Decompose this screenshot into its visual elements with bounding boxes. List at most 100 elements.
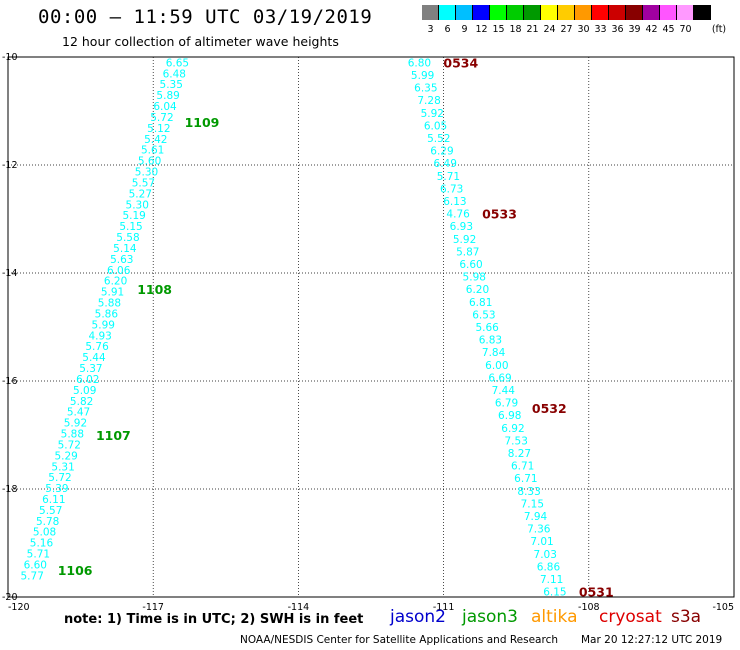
wave-height-label: 6.29 [430,146,453,158]
satellite-label-cryosat: cryosat [599,607,662,627]
wave-height-label: 5.57 [39,505,62,517]
legend-swatch [439,5,456,20]
wave-height-label: 6.02 [76,374,99,386]
wave-height-label: 5.14 [113,243,137,255]
y-tick-label: -18 [2,484,18,495]
legend-label: 42 [645,24,658,35]
wave-height-label: 5.16 [30,538,54,550]
wave-height-label: 6.79 [495,398,518,410]
wave-height-label: 7.03 [534,549,557,561]
wave-height-label: 7.36 [527,524,551,536]
wave-height-label: 5.92 [421,108,444,120]
wave-height-label: 6.93 [450,221,473,233]
wave-height-label: 6.48 [163,68,186,80]
wave-height-label: 5.86 [95,308,119,320]
y-tick-label: -12 [2,160,18,171]
legend-label: 9 [461,24,468,35]
wave-height-label: 6.98 [498,410,521,422]
page-subtitle: 12 hour collection of altimeter wave hei… [62,34,339,49]
wave-height-label: 6.06 [107,265,131,277]
wave-height-label: 5.35 [160,79,183,91]
legend-unit: (ft) [711,24,727,35]
wave-height-label: 6.35 [414,83,437,95]
y-tick-label: -10 [2,52,18,63]
footer-organization: NOAA/NESDIS Center for Satellite Applica… [240,634,558,646]
wave-height-label: 5.92 [64,418,87,430]
wave-height-label: 6.80 [408,57,431,69]
wave-height-label: 5.19 [122,210,145,222]
wave-height-label: 5.60 [138,156,161,168]
wave-height-label: 5.12 [147,123,170,135]
wave-height-label: 6.60 [24,559,47,571]
wave-height-label: 5.66 [475,322,499,334]
pass-time-label: 0532 [532,401,567,416]
wave-height-label: 5.30 [135,167,158,179]
footer-timestamp: Mar 20 12:27:12 UTC 2019 [581,634,723,646]
legend-label: 3 [427,24,434,35]
wave-height-label: 5.82 [70,396,93,408]
x-tick-label: -108 [578,602,600,613]
legend-swatch [643,5,660,20]
wave-height-label: 6.04 [153,101,177,113]
wave-height-label: 5.42 [144,134,167,146]
wave-height-label: 5.98 [463,272,486,284]
legend-swatch [609,5,626,20]
legend-label: 12 [475,24,488,35]
wave-height-label: 5.91 [101,287,124,299]
axis-tick-labels: -120 -117 -114 -111 -108 -105 -10 -12 -14 -16 -18 -… [2,52,734,613]
wave-height-label: 5.89 [156,90,179,102]
legend-label: 36 [611,24,624,35]
wave-height-label: 7.01 [530,536,553,548]
wave-height-label: 5.63 [110,254,133,266]
legend-label: 30 [577,24,590,35]
pass-time-label: 0531 [579,585,614,600]
wave-height-label: 5.52 [427,133,450,145]
wave-height-label: 7.15 [521,498,544,510]
wave-height-label: 4.76 [446,209,470,221]
wave-height-label: 6.69 [488,372,511,384]
x-tick-label: -105 [712,602,734,613]
wave-height-label: 5.47 [67,407,90,419]
pass-time-label: 1109 [185,115,220,130]
pass-time-label: 1107 [96,428,131,443]
legend-swatch [541,5,558,20]
legend-label: 24 [543,24,556,35]
wave-height-label: 5.37 [79,363,102,375]
wave-height-label: 5.99 [411,70,434,82]
wave-height-label: 5.87 [456,246,479,258]
wave-height-label: 6.20 [466,284,489,296]
wave-height-label: 7.94 [524,511,548,523]
pass-time-label: 0534 [443,55,478,70]
wave-height-label: 5.72 [48,472,71,484]
wave-height-label: 6.71 [511,461,534,473]
y-tick-label: -20 [2,592,18,603]
wave-height-label: 6.53 [472,309,495,321]
wave-height-label: 6.15 [543,587,566,599]
map-frame [7,56,735,598]
wave-height-label: 8.33 [517,486,540,498]
wave-height-label: 5.71 [437,171,460,183]
x-tick-label: -114 [288,602,310,613]
satellite-label-jason3: jason3 [462,607,518,627]
wave-height-label: 6.11 [42,494,65,506]
track-west: 6.656.485.355.896.045.725.125.425.615.60… [21,57,220,582]
wave-height-label: 5.39 [45,483,68,495]
wave-height-label: 5.29 [54,450,77,462]
satellite-tracks: 6.656.485.355.896.045.725.125.425.615.60… [21,55,614,599]
wave-height-label: 5.78 [36,516,59,528]
satellite-label-jason2: jason2 [390,607,446,627]
legend-swatch [575,5,592,20]
wave-height-label: 6.13 [443,196,466,208]
wave-height-label: 6.83 [479,335,502,347]
wave-height-label: 6.05 [424,120,447,132]
legend-swatch [677,5,694,20]
legend-label: 15 [492,24,505,35]
wave-height-label: 5.58 [116,232,139,244]
x-tick-label: -111 [433,602,455,613]
legend-label: 27 [560,24,573,35]
wave-height-label: 5.88 [61,429,84,441]
satellite-label-altika: altika [531,607,578,627]
wave-height-label: 5.76 [85,341,109,353]
wave-height-label: 6.73 [440,183,463,195]
pass-time-label: 1108 [137,282,172,297]
